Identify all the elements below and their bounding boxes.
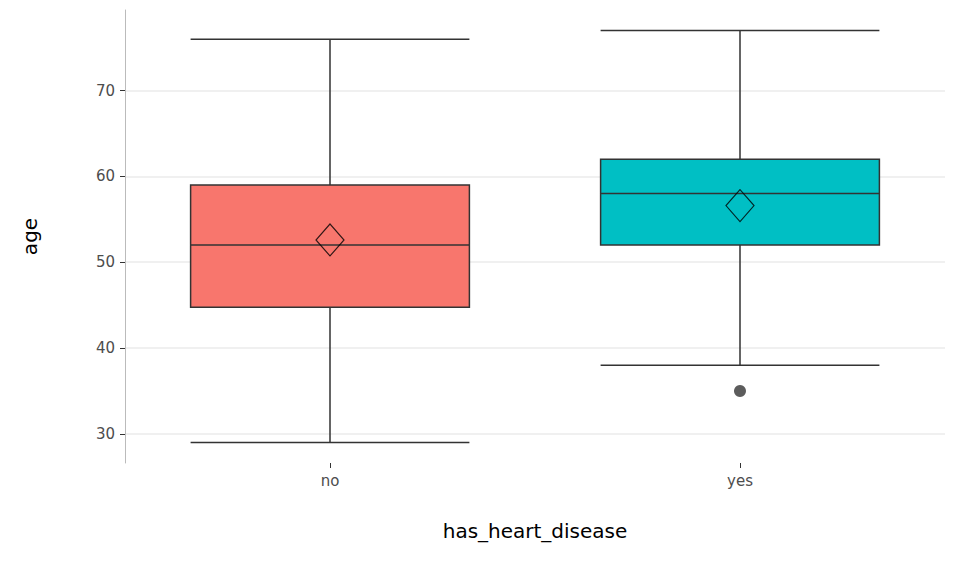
svg-text:70: 70: [96, 82, 115, 100]
svg-text:60: 60: [96, 167, 115, 185]
svg-text:no: no: [321, 472, 340, 490]
svg-text:yes: yes: [727, 472, 753, 490]
svg-text:50: 50: [96, 253, 115, 271]
svg-text:age: age: [18, 218, 42, 255]
svg-text:40: 40: [96, 339, 115, 357]
svg-text:30: 30: [96, 425, 115, 443]
svg-text:has_heart_disease: has_heart_disease: [443, 519, 628, 543]
